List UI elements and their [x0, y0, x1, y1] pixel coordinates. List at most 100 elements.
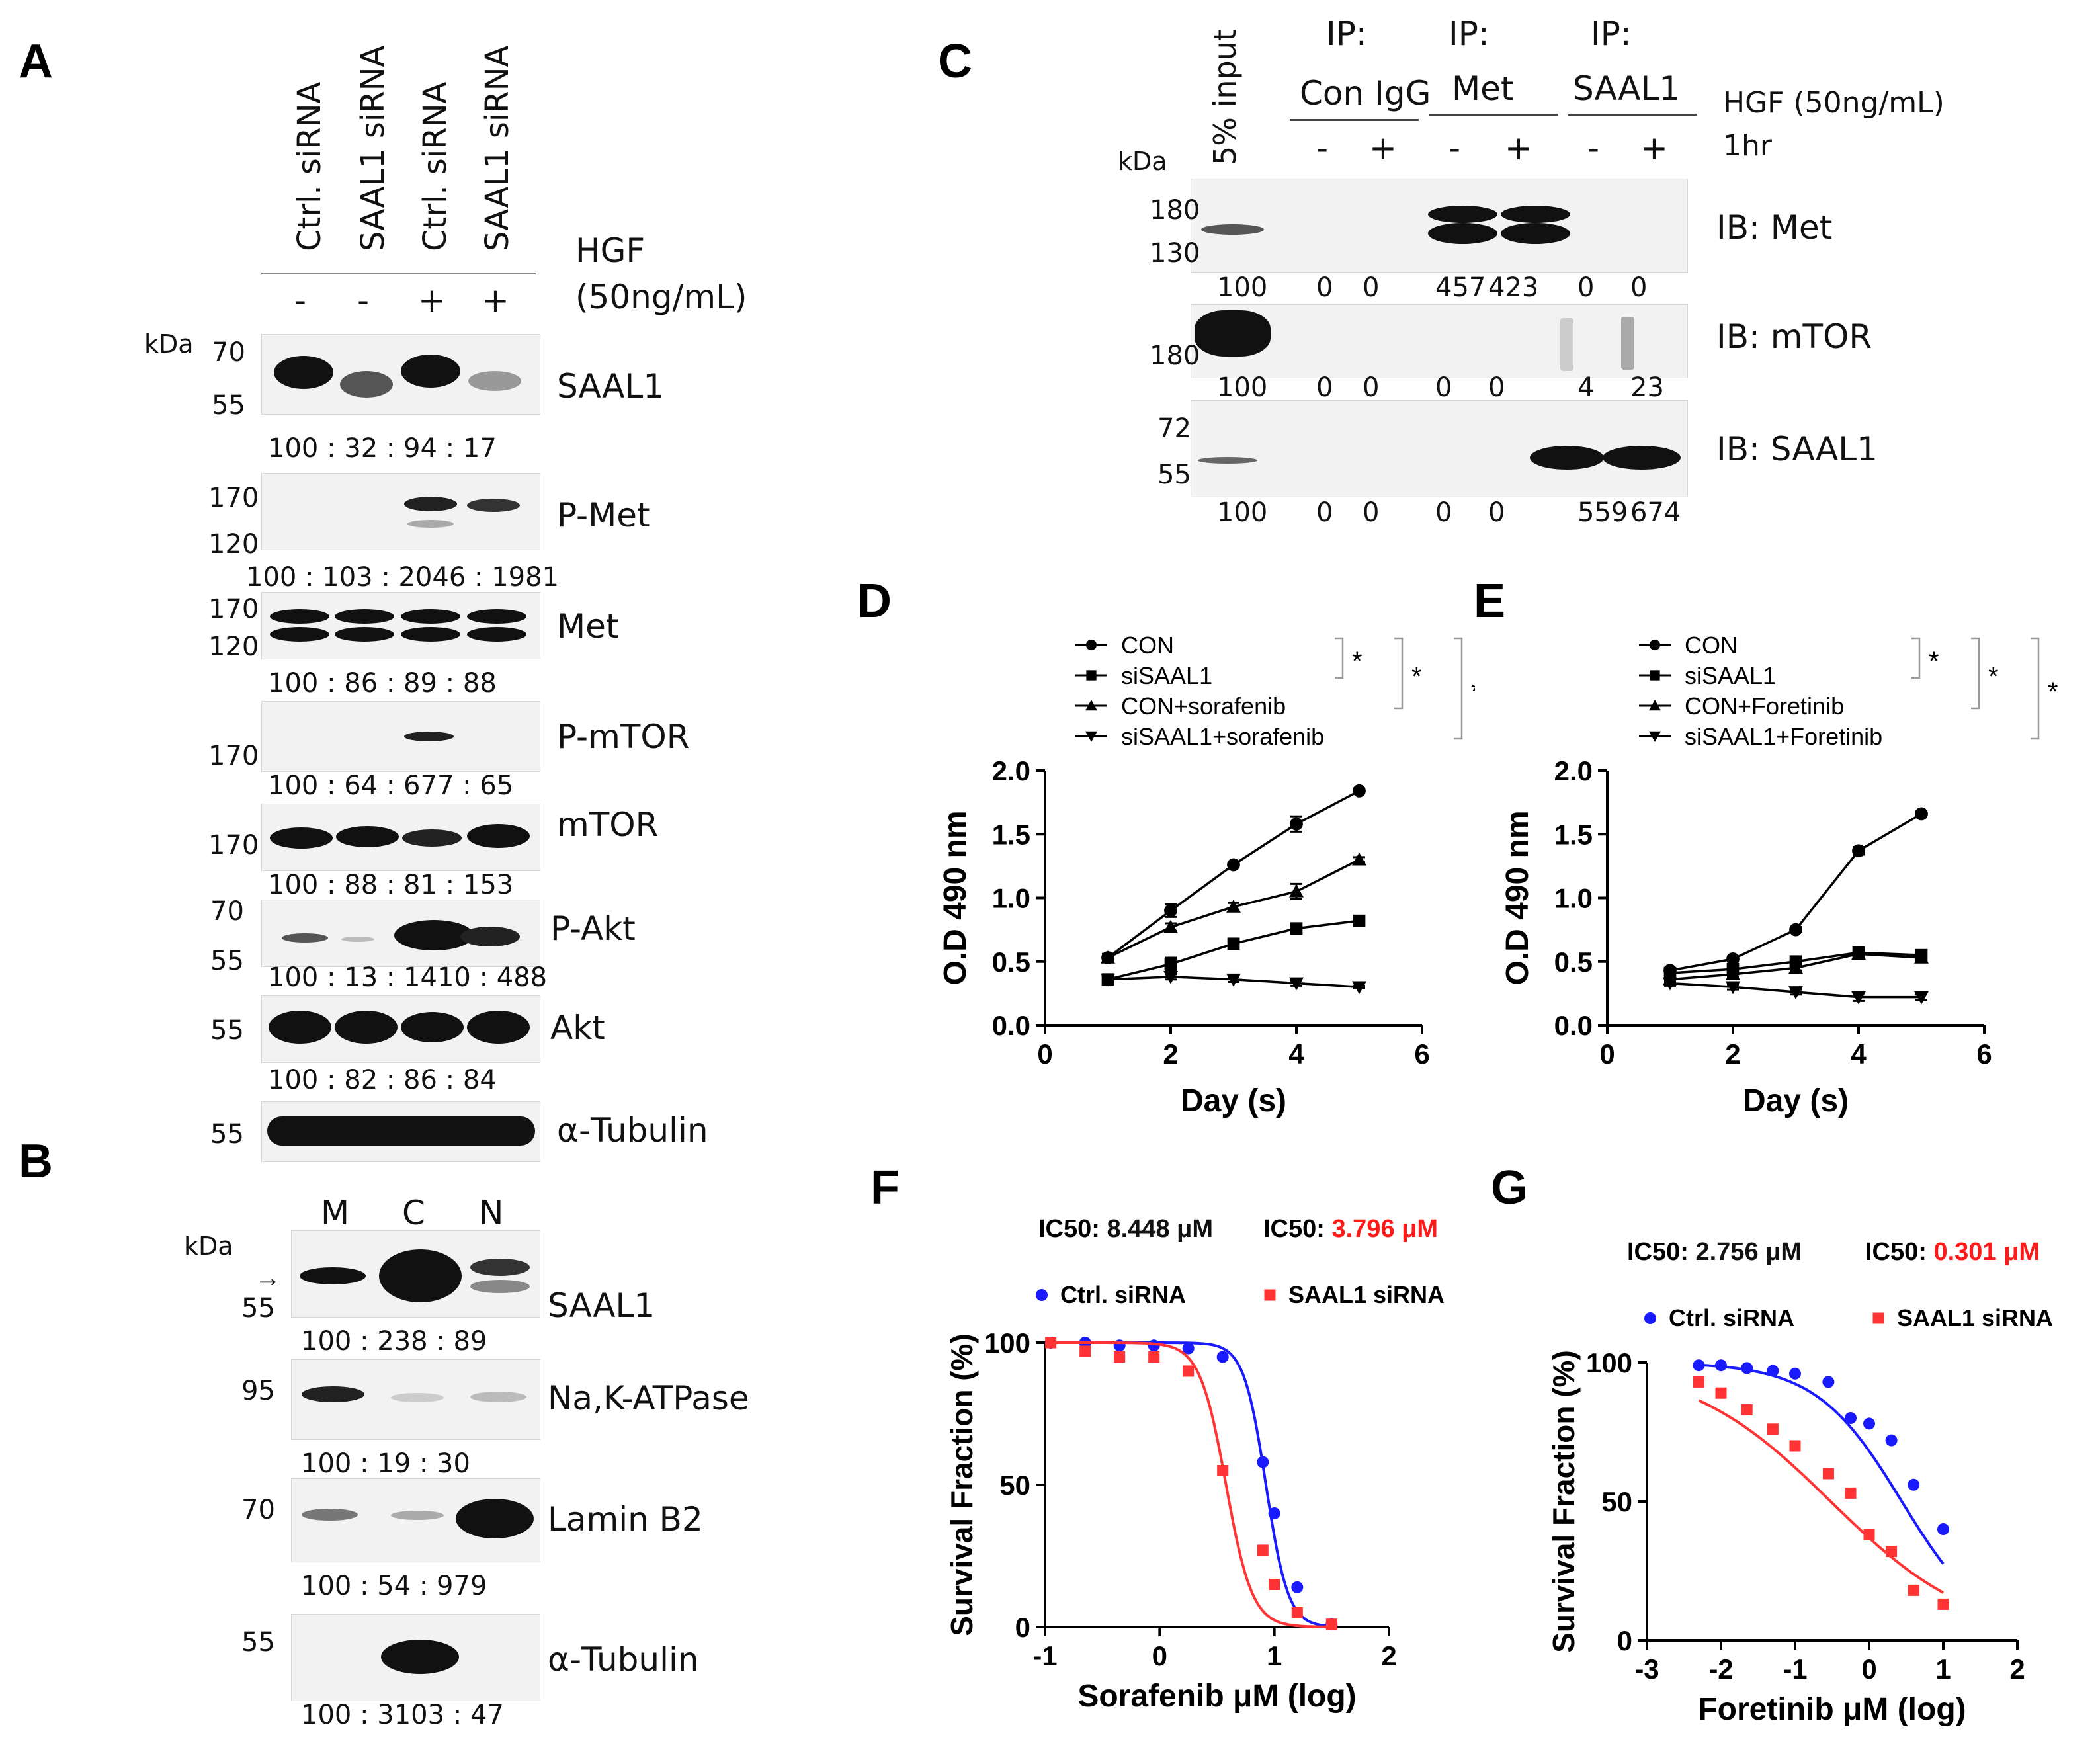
data-point [1852, 844, 1865, 858]
blot-b-lamin [291, 1478, 540, 1562]
data-point [1915, 807, 1928, 821]
y-tick-label: 100 [984, 1327, 1030, 1359]
quant-akt: 100 : 82 : 86 : 84 [268, 1065, 497, 1095]
hgf-sign: + [1369, 129, 1397, 167]
data-point [1649, 700, 1661, 711]
blot-mtor [261, 804, 540, 871]
quant-value: 0 [1316, 273, 1333, 303]
quant-value: 100 [1217, 497, 1268, 528]
blot-met [261, 592, 540, 659]
data-point [1914, 950, 1929, 964]
data-point [1885, 1434, 1898, 1447]
data-point [1183, 1365, 1195, 1377]
x-axis-label: Sorafenib μM (log) [1077, 1679, 1356, 1714]
blot-b-tubulin [291, 1614, 540, 1701]
quant-value: 0 [1488, 372, 1505, 403]
kda-label: kDa [184, 1232, 233, 1261]
data-point [1851, 991, 1866, 1005]
y-tick-label: 1.5 [1554, 819, 1593, 850]
x-axis-label: Day (s) [1181, 1083, 1286, 1118]
kda-marker: 70 [210, 896, 244, 927]
quant-saal1: 100 : 32 : 94 : 17 [268, 433, 497, 464]
ip-name: Con IgG [1300, 74, 1431, 112]
ic50-prefix: IC50: [1263, 1215, 1331, 1243]
data-point [1113, 1339, 1126, 1352]
data-point [1908, 1478, 1920, 1491]
legend-label: CON [1685, 632, 1738, 659]
significance-bracket [1971, 637, 1980, 710]
quant-b-saal1: 100 : 238 : 89 [301, 1326, 487, 1357]
x-tick-label: -1 [1783, 1654, 1807, 1685]
kda-marker: 95 [241, 1376, 275, 1406]
time-label: 1hr [1723, 129, 1772, 163]
x-tick-label: 0 [1599, 1038, 1615, 1070]
x-tick-label: -1 [1032, 1640, 1057, 1671]
data-point [1352, 852, 1366, 866]
blot-b-saal1 [291, 1230, 540, 1318]
hgf-sign: + [482, 281, 509, 319]
lane-label: Ctrl. siRNA [291, 81, 328, 251]
data-point [1216, 1351, 1229, 1363]
data-point [1886, 1546, 1898, 1558]
x-tick-label: 0 [1861, 1654, 1876, 1685]
panel-label-b: B [19, 1135, 53, 1188]
blot-label-tubulin: α-Tubulin [557, 1111, 708, 1150]
data-point [1914, 991, 1929, 1005]
legend-label: siSAAL1+sorafenib [1121, 723, 1324, 750]
series-0 [1044, 1337, 1338, 1630]
quant-value: 0 [1577, 273, 1595, 303]
data-point [1353, 914, 1366, 927]
data-point [1217, 1465, 1229, 1476]
data-point [1693, 1376, 1704, 1388]
hgf-sign: - [1448, 129, 1461, 167]
data-point [1226, 899, 1241, 913]
y-tick-label: 0.0 [992, 1010, 1030, 1041]
significance-star: * [1471, 677, 1475, 706]
x-tick-label: 4 [1288, 1038, 1304, 1070]
data-point [1937, 1598, 1949, 1610]
data-point [1650, 670, 1660, 681]
data-point [1182, 1342, 1195, 1355]
blot-label-b-saal1: SAAL1 [548, 1286, 655, 1325]
x-tick-label: -2 [1708, 1654, 1733, 1685]
significance-star: * [2048, 677, 2058, 706]
hgf-sign: - [357, 281, 370, 319]
kda-marker: 55 [241, 1293, 275, 1323]
significance-bracket [1454, 637, 1463, 740]
fraction-label: M [321, 1194, 350, 1232]
data-point [1352, 981, 1366, 995]
data-point [1164, 903, 1177, 917]
blot-label-mtor: mTOR [557, 806, 659, 844]
series-0 [1663, 807, 1928, 978]
arrow-icon: → [255, 1263, 281, 1292]
significance-star: * [1988, 662, 1999, 691]
fit-curve [1698, 1399, 1945, 1594]
y-tick-label: 50 [999, 1470, 1030, 1501]
data-point [1822, 1468, 1834, 1480]
x-tick-label: 0 [1037, 1038, 1052, 1070]
series-1 [1693, 1376, 1949, 1610]
hgf-label: HGF [575, 231, 646, 270]
data-point [1325, 1618, 1337, 1630]
ic50-prefix: IC50: [1865, 1238, 1933, 1266]
ip-divider [1568, 114, 1697, 116]
data-point [1164, 958, 1177, 970]
data-point [1788, 960, 1803, 974]
legend-label: CON [1121, 632, 1174, 659]
data-point [1845, 1412, 1857, 1424]
data-point [1257, 1456, 1269, 1468]
significance-star: * [1411, 662, 1422, 691]
y-tick-label: 50 [1601, 1486, 1632, 1517]
data-point [1937, 1523, 1949, 1535]
x-tick-label: 0 [1152, 1640, 1167, 1671]
quant-value: 23 [1630, 372, 1664, 403]
ip-label: IP: [1591, 15, 1632, 53]
quant-value: 0 [1488, 497, 1505, 528]
y-tick-label: 0 [1617, 1625, 1632, 1656]
data-point [1741, 1362, 1753, 1374]
ip-divider [1290, 119, 1419, 121]
ic50-value: 0.301 μM [1933, 1238, 2040, 1266]
quant-b-lamin: 100 : 54 : 979 [301, 1571, 487, 1601]
legend-label: SAAL1 siRNA [1897, 1304, 2053, 1331]
